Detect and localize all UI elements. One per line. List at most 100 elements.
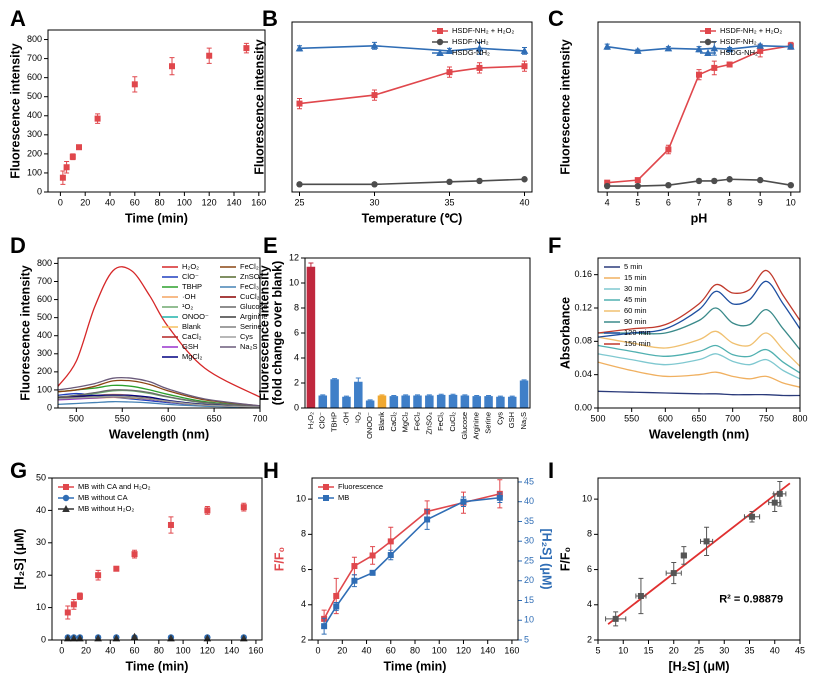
legend-label: ZnSO₄ — [240, 272, 263, 281]
legend-label: Blank — [182, 322, 201, 331]
series-line — [597, 269, 801, 334]
y-tick-label: 30 — [36, 537, 46, 547]
y-tick-label: 500 — [27, 91, 42, 101]
legend-label: 120 min — [624, 328, 651, 337]
y-tick-label: 700 — [37, 276, 52, 286]
marker — [757, 47, 764, 54]
marker — [787, 42, 795, 50]
x-tick-label: H₂O₂ — [306, 412, 315, 429]
error-bar — [438, 393, 444, 396]
y-axis-label: Fluorescence intensity — [18, 265, 32, 401]
x-tick-label: 35 — [444, 197, 454, 207]
x-tick-label: 80 — [410, 645, 420, 655]
y-tick-label: 6 — [294, 327, 299, 337]
y-tick-label: 6 — [587, 564, 592, 574]
y-tick-label: 600 — [27, 72, 42, 82]
error-bar — [450, 393, 456, 396]
marker — [756, 41, 765, 49]
y-tick-label: 50 — [36, 472, 46, 482]
marker — [637, 592, 644, 599]
marker — [131, 551, 138, 558]
x-tick-label: 160 — [248, 645, 263, 655]
series-line — [299, 44, 525, 52]
marker — [680, 552, 687, 559]
marker — [634, 182, 641, 190]
legend-label: 45 min — [624, 295, 647, 304]
x-tick-label: 750 — [759, 413, 774, 423]
x-tick-label: 4 — [605, 197, 610, 207]
marker — [131, 81, 138, 88]
y-tick-label: 700 — [27, 53, 42, 63]
x-tick-label: Cys — [495, 412, 504, 425]
legend-label: 5 min — [624, 262, 642, 271]
x-tick-label: CaCl₂ — [389, 412, 398, 432]
marker — [521, 63, 528, 70]
y-tick-label: 2 — [587, 634, 592, 644]
marker — [633, 46, 642, 54]
series-line — [597, 280, 801, 338]
marker — [710, 44, 719, 52]
legend-label: 15 min — [624, 273, 647, 282]
panel-label: G — [10, 458, 27, 483]
panel-label: H — [263, 458, 279, 483]
x-tick-label: 550 — [115, 413, 130, 423]
legend-label: ·OH — [182, 292, 196, 301]
marker — [771, 499, 778, 506]
bar — [377, 395, 387, 408]
marker — [726, 176, 733, 183]
legend-label: MB without H₂O₂ — [78, 504, 134, 513]
x-tick-label: 10 — [618, 645, 628, 655]
x-tick-label: 500 — [590, 413, 605, 423]
x-tick-label: 8 — [727, 197, 732, 207]
series-line — [57, 266, 261, 398]
y-tick-label: 800 — [37, 258, 52, 268]
x-tick-label: 25 — [294, 197, 304, 207]
marker — [725, 45, 734, 53]
y-tick-label: 4 — [294, 352, 299, 362]
x-tick-label: 40 — [519, 197, 529, 207]
marker — [69, 153, 76, 160]
y-axis-label: [H₂S] (μM) — [12, 528, 26, 589]
legend-label: MB — [338, 493, 349, 502]
marker — [333, 603, 340, 610]
x-tick-label: Glucose — [460, 412, 469, 440]
marker — [612, 615, 619, 622]
marker — [446, 69, 453, 76]
x-tick-label: 20 — [81, 645, 91, 655]
x-tick-label: 160 — [504, 645, 519, 655]
marker — [776, 490, 783, 497]
marker — [437, 28, 443, 34]
error-bar — [497, 395, 503, 398]
x-tick-label: 700 — [252, 413, 267, 423]
x-tick-label: Blank — [377, 412, 386, 431]
x-tick-label: 100 — [177, 197, 192, 207]
bar — [472, 396, 481, 408]
series-line — [299, 65, 525, 105]
legend-label: 150 min — [624, 339, 651, 348]
panel-label: B — [262, 6, 278, 31]
y-tick-label: 0.00 — [574, 402, 592, 412]
legend-label: MB without CA — [78, 493, 128, 502]
x-tick-label: 10 — [786, 197, 796, 207]
bar — [401, 395, 410, 408]
x-tick-label: 650 — [207, 413, 222, 423]
y-tick-label: 0.12 — [574, 302, 592, 312]
marker — [496, 494, 503, 501]
y-axis-label: Fluorescence intensity — [252, 39, 266, 175]
legend-label: HSDG-NH₂ — [720, 48, 758, 57]
x-tick-label: 40 — [105, 645, 115, 655]
x-tick-label: 20 — [337, 645, 347, 655]
marker — [371, 92, 378, 99]
marker — [371, 181, 378, 188]
error-bar — [391, 395, 397, 398]
legend-label: ¹O₂ — [182, 302, 193, 311]
legend-label: HSDF-NH₂ + H₂O₂ — [452, 26, 514, 35]
marker — [604, 179, 611, 186]
error-bar — [320, 394, 326, 397]
y2-tick-label: 40 — [524, 496, 534, 506]
y-tick-label: 4 — [587, 599, 592, 609]
error-bar — [521, 379, 527, 382]
legend-label: TBHP — [182, 282, 202, 291]
y-tick-label: 400 — [37, 330, 52, 340]
y-tick-label: 0.16 — [574, 269, 592, 279]
